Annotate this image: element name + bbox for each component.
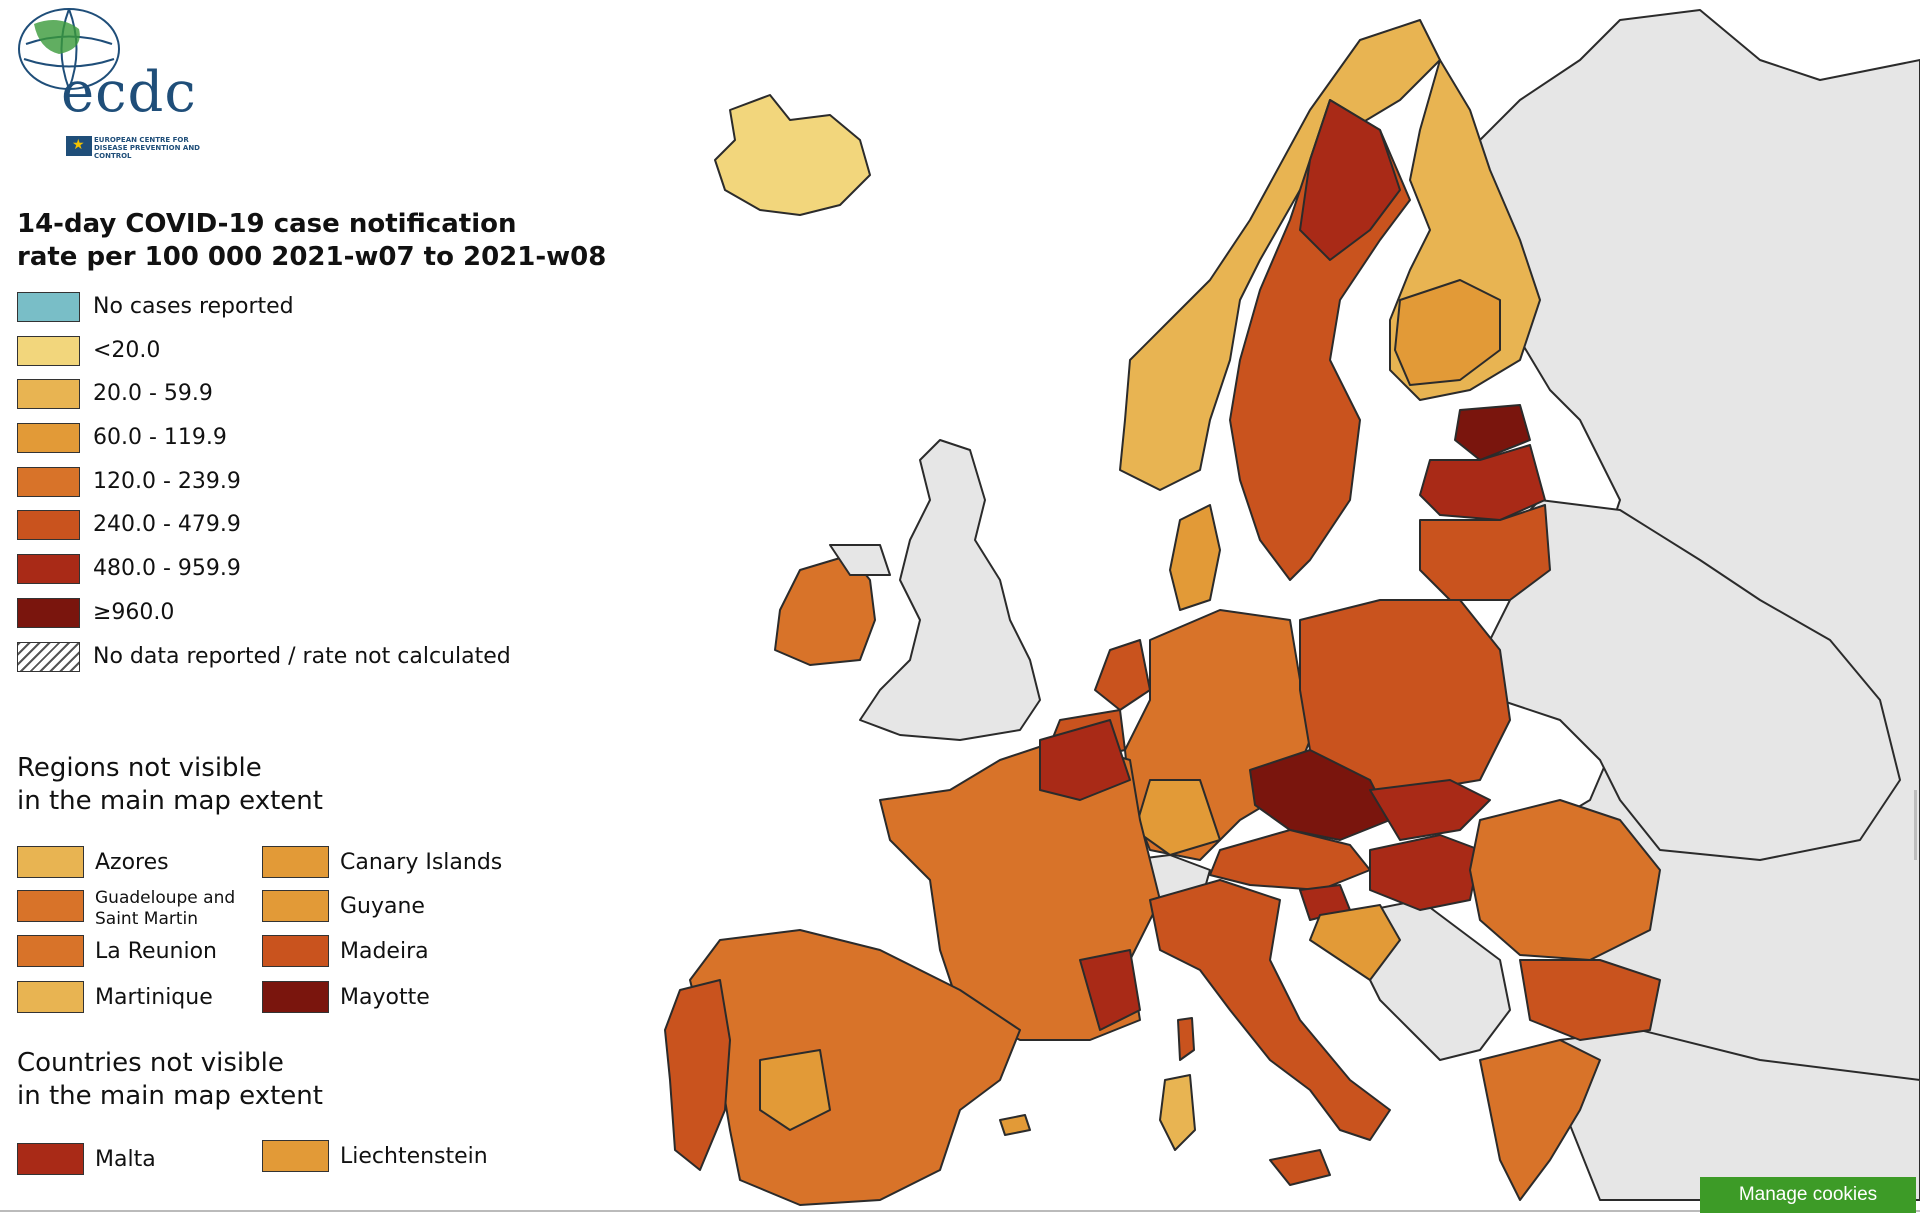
poland-region (1299, 599, 1511, 791)
iceland-region (714, 94, 871, 216)
lithuania-region (1419, 504, 1551, 601)
legend-swatch (17, 846, 84, 878)
countries-section-title: Countries not visible in the main map ex… (17, 1048, 323, 1111)
corsica-region (1177, 1017, 1195, 1061)
uk-region (859, 439, 1041, 741)
legend-swatch (17, 379, 80, 410)
italy-region (1149, 879, 1391, 1141)
ecdc-logo: ecdc EUROPEAN CENTRE FOR DISEASE PREVENT… (14, 4, 204, 160)
legend-swatch (17, 597, 80, 628)
legend-swatch (17, 510, 80, 541)
legend-swatch (262, 981, 329, 1013)
legend-swatch (262, 890, 329, 922)
greece-region (1479, 1039, 1601, 1201)
france-southeast-region (1079, 949, 1141, 1031)
legend-swatch-hatched (17, 641, 80, 672)
sicily-region (1269, 1149, 1331, 1186)
bottom-divider (0, 1210, 1920, 1212)
legend-swatch (17, 1143, 84, 1175)
latvia-region (1419, 444, 1546, 521)
denmark-region (1169, 504, 1221, 611)
globe-icon (18, 8, 120, 90)
slovakia-region (1369, 779, 1491, 841)
austria-region (1209, 829, 1371, 891)
logo-subtitle: EUROPEAN CENTRE FOR DISEASE PREVENTION A… (94, 136, 200, 160)
legend-swatch (17, 292, 80, 322)
norway-region (1119, 19, 1441, 491)
balearic-region (999, 1114, 1031, 1136)
portugal-region (664, 979, 731, 1171)
legend-swatch (17, 554, 80, 585)
northern-ireland-region (829, 544, 891, 576)
bulgaria-region (1519, 959, 1661, 1041)
legend-swatch (17, 335, 80, 366)
legend-panel: ecdc EUROPEAN CENTRE FOR DISEASE PREVENT… (0, 0, 640, 1220)
spain-central-region (759, 1049, 831, 1131)
legend-title: 14-day COVID-19 case notification rate p… (17, 209, 607, 272)
legend-swatch (17, 935, 84, 967)
netherlands-region (1094, 639, 1151, 711)
scrollbar-thumb[interactable] (1914, 790, 1917, 860)
regions-section-title: Regions not visible in the main map exte… (17, 753, 323, 816)
sweden-north-region (1299, 99, 1401, 261)
czechia-region (1249, 749, 1391, 841)
finland-south-region (1394, 279, 1501, 386)
croatia-region (1309, 904, 1401, 981)
legend-swatch (17, 981, 84, 1013)
legend-swatch (17, 466, 80, 497)
romania-region (1469, 799, 1661, 961)
legend-swatch (17, 423, 80, 454)
estonia-region (1454, 404, 1531, 461)
manage-cookies-button[interactable]: Manage cookies (1700, 1177, 1916, 1213)
legend-swatch (17, 890, 84, 922)
legend-swatch (262, 1140, 329, 1172)
eu-flag-icon (66, 136, 92, 156)
hungary-region (1369, 834, 1481, 911)
logo-wordmark: ecdc (61, 60, 197, 125)
france-northeast-region (1039, 719, 1131, 801)
sardinia-region (1159, 1074, 1196, 1151)
legend-swatch (262, 935, 329, 967)
legend-swatch (262, 846, 329, 878)
